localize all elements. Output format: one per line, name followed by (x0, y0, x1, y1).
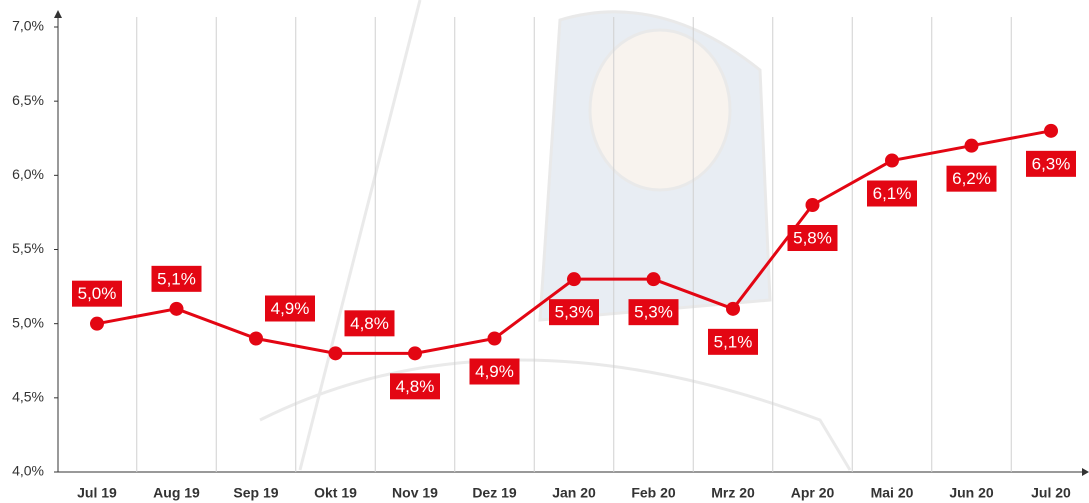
point (965, 139, 979, 153)
x-tick-label: Mai 20 (871, 485, 914, 501)
x-tick-label: Apr 20 (791, 485, 835, 501)
x-tick-label: Nov 19 (392, 485, 438, 501)
x-tick-label: Jul 19 (77, 485, 117, 501)
y-tick-label: 4,5% (12, 389, 44, 405)
value-label: 6,2% (952, 169, 991, 188)
chart: Jul 19 Aug 19 Sep 19 Okt 19 Nov 19 Dez 19 Jan … (0, 0, 1089, 503)
x-tick-label: Jun 20 (949, 485, 994, 501)
value-label: 5,3% (634, 303, 673, 322)
value-label: 6,3% (1032, 154, 1071, 173)
x-tick-label: Aug 19 (153, 485, 200, 501)
point (90, 317, 104, 331)
x-tick-label: Jan 20 (552, 485, 596, 501)
background-illustration (260, 0, 850, 470)
value-label: 4,9% (475, 362, 514, 381)
y-tick-label: 5,0% (12, 314, 44, 330)
point (249, 332, 263, 346)
point (647, 272, 661, 286)
point (567, 272, 581, 286)
value-label: 5,3% (555, 303, 594, 322)
x-tick-label: Jul 20 (1031, 485, 1071, 501)
value-label: 4,8% (350, 314, 389, 333)
value-label: 5,1% (714, 332, 753, 351)
x-tick-label: Okt 19 (314, 485, 357, 501)
point (329, 346, 343, 360)
x-tick-label: Mrz 20 (711, 485, 755, 501)
point (408, 346, 422, 360)
value-label: 5,0% (78, 284, 117, 303)
page: {"chart_data": {"type": "line", "categor… (0, 0, 1089, 503)
point (806, 198, 820, 212)
x-tick-label: Sep 19 (233, 485, 278, 501)
point (885, 154, 899, 168)
value-label: 5,8% (793, 228, 832, 247)
y-tick-label: 4,0% (12, 463, 44, 479)
y-tick-label: 7,0% (12, 18, 44, 34)
point (726, 302, 740, 316)
y-tick-label: 6,0% (12, 166, 44, 182)
x-tick-label: Dez 19 (472, 485, 517, 501)
x-axis-arrow (1082, 468, 1089, 476)
value-label: 4,9% (271, 299, 310, 318)
y-tick-label: 6,5% (12, 92, 44, 108)
y-tick-label: 5,5% (12, 240, 44, 256)
y-axis-arrow (54, 10, 62, 18)
value-label: 6,1% (873, 184, 912, 203)
point (1044, 124, 1058, 138)
value-label: 5,1% (157, 269, 196, 288)
x-tick-label: Feb 20 (631, 485, 676, 501)
value-label: 4,8% (396, 377, 435, 396)
point (488, 332, 502, 346)
point (170, 302, 184, 316)
